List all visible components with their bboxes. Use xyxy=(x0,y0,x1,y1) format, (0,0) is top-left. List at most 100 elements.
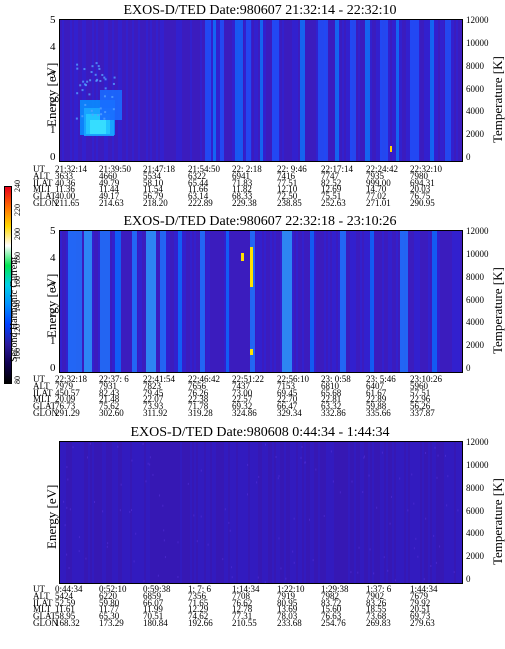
spectrogram-band xyxy=(192,442,194,583)
spectrogram-band xyxy=(68,231,82,372)
spectrogram-band xyxy=(235,20,243,161)
orbit-row-ilat: ILAT 52.59 59.80 66.07 71.65 76.62 80.95 83.72 8… xyxy=(0,598,505,609)
spectrogram-band xyxy=(414,442,416,583)
spectrogram-band xyxy=(362,442,364,583)
spectrogram-band xyxy=(294,20,296,161)
spectrogram-band xyxy=(230,442,232,583)
spectrogram-band xyxy=(90,109,93,112)
spectrogram-band xyxy=(231,566,233,569)
spectrogram-band xyxy=(256,20,258,161)
spectrogram-band xyxy=(241,253,244,261)
orbit-cell: 75.51 xyxy=(321,191,342,202)
spectrogram-band xyxy=(99,80,102,83)
spectrogram-band xyxy=(298,20,300,161)
spectrogram-band xyxy=(207,543,209,546)
spectrogram-band xyxy=(390,20,392,161)
orbit-cell: 291.29 xyxy=(55,408,80,418)
spectrogram-band xyxy=(302,442,304,583)
spectrogram-band xyxy=(128,442,130,583)
spectrogram-band xyxy=(182,442,184,583)
spectrogram-band xyxy=(200,442,202,583)
spectrogram-band xyxy=(92,20,94,161)
spectrogram-plot xyxy=(59,230,463,373)
spectrogram-band xyxy=(196,540,198,543)
spectrogram-band xyxy=(88,20,90,161)
spectrogram-band xyxy=(296,442,298,583)
spectrogram-band xyxy=(460,442,462,583)
orbit-cell: 22.70 xyxy=(277,394,298,405)
orbit-cell: 22:56:10 xyxy=(277,374,310,384)
spectrogram-band xyxy=(330,231,332,372)
spectrogram-band xyxy=(360,442,362,583)
spectrogram-band xyxy=(460,20,462,161)
spectrogram-band xyxy=(134,20,136,161)
orbit-cell: 254.76 xyxy=(321,618,346,628)
orbit-cell: 22:41:54 xyxy=(143,374,176,384)
y2-tick-label: 10000 xyxy=(466,248,489,259)
spectrogram-band xyxy=(188,231,190,372)
spectrogram-band xyxy=(94,20,96,161)
spectrogram-band xyxy=(338,231,340,372)
orbit-cell: 5534 xyxy=(143,170,161,181)
orbit-cell: 1:37: 6 xyxy=(366,584,392,594)
y2-axis-label: Temperature [K] xyxy=(490,477,505,565)
orbit-row-label: GLON xyxy=(33,198,58,208)
orbit-cell: 7902 xyxy=(366,590,384,601)
spectrogram-band xyxy=(220,231,222,372)
spectrogram-band xyxy=(423,578,425,581)
spectrogram-band xyxy=(117,445,119,448)
spectrogram-band xyxy=(308,231,310,372)
orbit-row-glon: GLON 168.32 173.29 180.84 192.66 210.55 233.68… xyxy=(0,618,505,629)
orbit-cell: 11.66 xyxy=(188,184,208,195)
spectrogram-band xyxy=(205,20,211,161)
spectrogram-band xyxy=(177,575,179,578)
spectrogram-band xyxy=(310,442,312,583)
spectrogram-band xyxy=(446,442,448,583)
orbit-cell: 252.63 xyxy=(321,198,346,208)
spectrogram-band xyxy=(362,231,364,372)
spectrogram-band xyxy=(248,442,250,583)
spectrogram-band xyxy=(328,20,330,161)
spectrogram-band xyxy=(216,20,218,161)
spectrogram-band xyxy=(86,80,89,83)
orbit-cell: 1: 7: 6 xyxy=(188,584,212,594)
spectrogram-band xyxy=(157,574,159,577)
spectrogram-image xyxy=(60,442,462,583)
spectrogram-band xyxy=(91,113,94,116)
spectrogram-band xyxy=(256,481,258,484)
spectrogram-band xyxy=(244,20,246,161)
spectrogram-band xyxy=(67,478,69,481)
spectrogram-band xyxy=(166,20,168,161)
y2-tick-label: 4000 xyxy=(466,528,484,539)
spectrogram-band xyxy=(132,231,137,372)
orbit-cell: 7437 xyxy=(232,380,250,391)
spectrogram-band xyxy=(351,480,353,483)
spectrogram-band xyxy=(340,442,342,583)
spectrogram-band xyxy=(104,87,107,90)
orbit-cell: 7153 xyxy=(277,380,295,391)
spectrogram-band xyxy=(90,20,92,161)
spectrogram-band xyxy=(254,442,256,583)
colorbar-label: Second Harmonic Current xyxy=(9,257,20,362)
spectrogram-band xyxy=(280,20,282,161)
spectrogram-band xyxy=(188,20,190,161)
orbit-cell: 76.26 xyxy=(188,387,209,398)
spectrogram-band xyxy=(396,231,398,372)
spectrogram-band xyxy=(138,20,140,161)
spectrogram-band xyxy=(446,504,448,507)
spectrogram-band xyxy=(438,231,440,372)
orbit-row-mlt: MLT 11.36 11.44 11.54 11.66 11.82 12.10 12.69 14… xyxy=(0,184,505,195)
spectrogram-band xyxy=(62,442,64,583)
spectrogram-band xyxy=(272,20,279,161)
orbit-cell: 168.32 xyxy=(55,618,80,628)
spectrogram-band xyxy=(174,20,176,161)
orbit-cell: 23: 5:46 xyxy=(366,374,396,384)
spectrogram-band xyxy=(306,231,308,372)
spectrogram-band xyxy=(386,442,388,583)
spectrogram-band xyxy=(428,442,430,583)
spectrogram-band xyxy=(318,231,320,372)
spectrogram-band xyxy=(114,442,116,583)
spectrogram-band xyxy=(322,442,324,583)
spectrogram-band xyxy=(402,442,404,583)
y2-tick-label: 4000 xyxy=(466,317,484,328)
